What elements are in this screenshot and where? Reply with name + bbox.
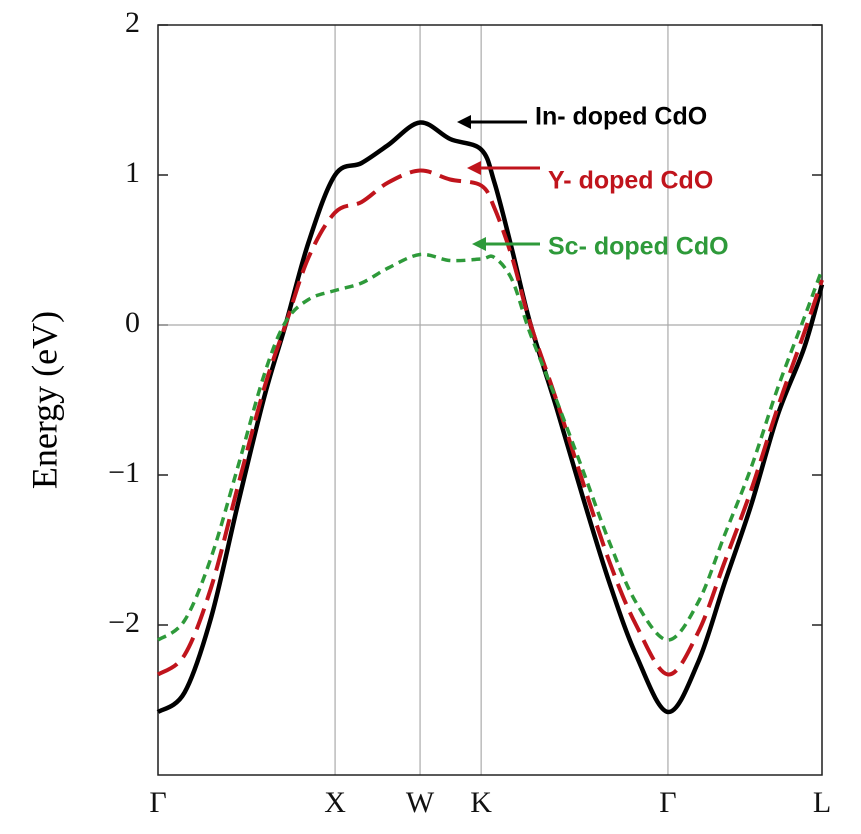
y-tick-label: −2 [108,606,140,639]
legend-entry: Sc- doped CdO [472,233,729,261]
line-series [156,120,825,715]
legend-entry: Y- doped CdO [467,161,713,195]
x-tick-label: Γ [149,786,166,819]
y-tick-label: 2 [125,6,140,39]
legend-label: Sc- doped CdO [548,233,729,261]
legend-entry: In- doped CdO [457,103,707,131]
plot-frame [157,24,823,776]
legend-label: In- doped CdO [535,103,707,131]
y-tick-label: −1 [108,456,140,489]
y-tick-label: 1 [125,156,140,189]
legend-label: Y- doped CdO [548,167,713,195]
legend-arrowhead [472,237,486,251]
line-series [156,168,824,677]
y-tick-label: 0 [125,306,140,339]
line-series [156,252,824,642]
legend-arrowhead [457,115,471,129]
x-tick-label: X [324,786,346,819]
x-tick-label: Γ [659,786,676,819]
x-tick-label: K [470,786,492,819]
legend-arrowhead [467,161,481,175]
x-tick-label: W [406,786,435,819]
x-tick-label: L [813,786,831,819]
y-axis-label: Energy (eV) [24,311,64,489]
